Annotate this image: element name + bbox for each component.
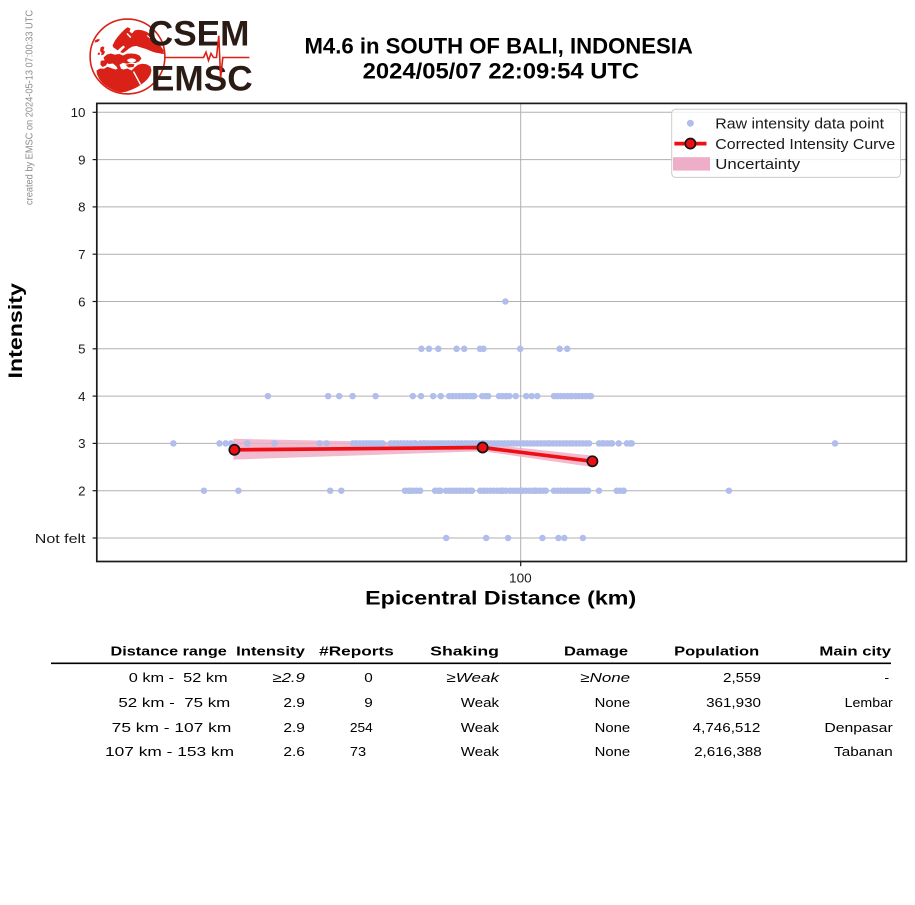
svg-text:Main city: Main city: [819, 644, 891, 659]
svg-text:created by EMSC on 2024-05-13: created by EMSC on 2024-05-13 07:00:33 U…: [25, 10, 36, 205]
svg-text:2024/05/07 22:09:54 UTC: 2024/05/07 22:09:54 UTC: [363, 59, 639, 84]
svg-text:Population: Population: [674, 644, 759, 659]
svg-text:107 km - 153 km: 107 km - 153 km: [105, 744, 234, 759]
svg-text:#Reports: #Reports: [319, 644, 394, 659]
svg-text:10: 10: [71, 105, 86, 120]
svg-text:CSEM: CSEM: [148, 14, 250, 53]
svg-text:9: 9: [364, 695, 373, 710]
svg-text:2,616,388: 2,616,388: [694, 744, 762, 759]
svg-text:100: 100: [509, 571, 532, 586]
svg-text:52 km - 75 km: 52 km - 75 km: [118, 695, 230, 710]
svg-text:Damage: Damage: [564, 644, 628, 659]
svg-text:EMSC: EMSC: [151, 59, 253, 98]
svg-text:None: None: [595, 695, 631, 710]
svg-text:Intensity: Intensity: [236, 644, 306, 659]
svg-text:4: 4: [78, 389, 85, 404]
svg-text:3: 3: [78, 436, 85, 451]
svg-text:Not felt: Not felt: [35, 531, 86, 546]
svg-text:73: 73: [350, 744, 366, 759]
svg-text:Denpasar: Denpasar: [824, 720, 893, 735]
svg-text:-: -: [884, 670, 889, 685]
svg-text:2.9: 2.9: [283, 695, 305, 710]
svg-text:9: 9: [78, 152, 85, 167]
svg-text:None: None: [595, 720, 631, 735]
svg-text:M4.6 in SOUTH OF BALI, INDONES: M4.6 in SOUTH OF BALI, INDONESIA: [305, 34, 693, 59]
svg-text:0: 0: [364, 670, 373, 685]
svg-text:≥None: ≥None: [580, 670, 630, 685]
svg-text:Distance range: Distance range: [111, 644, 227, 659]
svg-text:Weak: Weak: [461, 744, 500, 759]
svg-text:Tabanan: Tabanan: [834, 744, 893, 759]
svg-text:Raw intensity data point: Raw intensity data point: [715, 117, 884, 133]
svg-text:254: 254: [350, 720, 373, 735]
svg-text:Epicentral Distance (km): Epicentral Distance (km): [365, 588, 636, 610]
svg-text:2,559: 2,559: [723, 670, 761, 685]
svg-text:361,930: 361,930: [706, 695, 761, 710]
svg-text:2.9: 2.9: [283, 720, 305, 735]
svg-text:0 km - 52 km: 0 km - 52 km: [129, 670, 228, 685]
svg-text:2: 2: [78, 484, 85, 499]
svg-text:Weak: Weak: [461, 695, 500, 710]
svg-text:4,746,512: 4,746,512: [693, 720, 761, 735]
svg-text:≥Weak: ≥Weak: [446, 670, 500, 685]
svg-text:Lembar: Lembar: [845, 695, 894, 710]
svg-text:75 km - 107 km: 75 km - 107 km: [112, 720, 232, 735]
svg-text:None: None: [595, 744, 631, 759]
svg-text:Corrected Intensity Curve: Corrected Intensity Curve: [715, 137, 895, 153]
svg-text:8: 8: [78, 200, 85, 215]
svg-text:≥2.9: ≥2.9: [272, 670, 305, 685]
svg-text:2.6: 2.6: [283, 744, 305, 759]
svg-text:6: 6: [78, 294, 85, 309]
svg-text:Uncertainty: Uncertainty: [715, 157, 801, 173]
svg-text:7: 7: [78, 247, 85, 262]
svg-text:5: 5: [78, 342, 85, 357]
svg-text:Weak: Weak: [461, 720, 500, 735]
svg-text:Intensity: Intensity: [5, 283, 27, 379]
svg-text:Shaking: Shaking: [430, 644, 499, 659]
